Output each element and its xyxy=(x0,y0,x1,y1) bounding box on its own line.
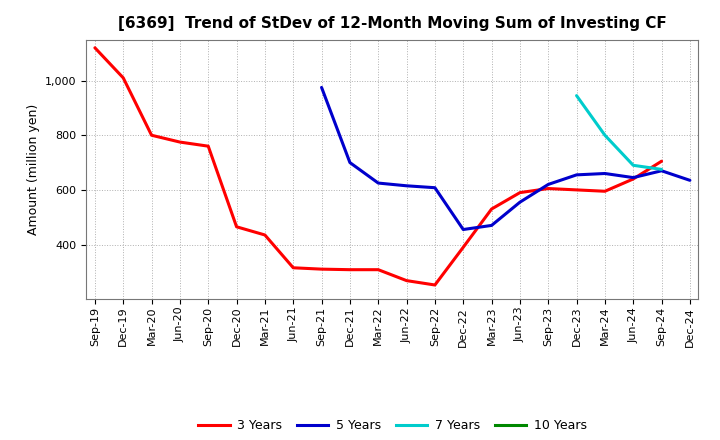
Y-axis label: Amount (million yen): Amount (million yen) xyxy=(27,104,40,235)
3 Years xyxy=(119,75,127,81)
3 Years xyxy=(544,186,552,191)
3 Years xyxy=(176,139,184,145)
3 Years xyxy=(600,189,609,194)
5 Years xyxy=(600,171,609,176)
5 Years xyxy=(459,227,467,232)
3 Years xyxy=(374,267,382,272)
5 Years xyxy=(374,180,382,186)
3 Years xyxy=(233,224,241,229)
7 Years xyxy=(572,93,581,98)
3 Years xyxy=(459,245,467,250)
5 Years xyxy=(544,182,552,187)
7 Years xyxy=(657,167,666,172)
5 Years xyxy=(572,172,581,177)
5 Years xyxy=(402,183,411,188)
3 Years xyxy=(431,282,439,288)
5 Years xyxy=(629,175,637,180)
3 Years xyxy=(572,187,581,193)
3 Years xyxy=(629,176,637,182)
5 Years xyxy=(685,178,694,183)
Title: [6369]  Trend of StDev of 12-Month Moving Sum of Investing CF: [6369] Trend of StDev of 12-Month Moving… xyxy=(118,16,667,32)
5 Years xyxy=(431,185,439,191)
3 Years xyxy=(289,265,297,271)
Line: 7 Years: 7 Years xyxy=(577,95,662,169)
3 Years xyxy=(346,267,354,272)
3 Years xyxy=(91,45,99,51)
Legend: 3 Years, 5 Years, 7 Years, 10 Years: 3 Years, 5 Years, 7 Years, 10 Years xyxy=(193,414,592,437)
Line: 3 Years: 3 Years xyxy=(95,48,662,285)
5 Years xyxy=(346,160,354,165)
5 Years xyxy=(318,85,326,90)
3 Years xyxy=(261,232,269,238)
Line: 5 Years: 5 Years xyxy=(322,88,690,230)
5 Years xyxy=(516,200,524,205)
3 Years xyxy=(318,267,326,272)
7 Years xyxy=(600,132,609,138)
3 Years xyxy=(657,158,666,164)
3 Years xyxy=(487,206,496,212)
5 Years xyxy=(657,168,666,173)
3 Years xyxy=(516,190,524,195)
3 Years xyxy=(204,143,212,149)
5 Years xyxy=(487,223,496,228)
3 Years xyxy=(148,132,156,138)
3 Years xyxy=(402,278,411,283)
7 Years xyxy=(629,163,637,168)
